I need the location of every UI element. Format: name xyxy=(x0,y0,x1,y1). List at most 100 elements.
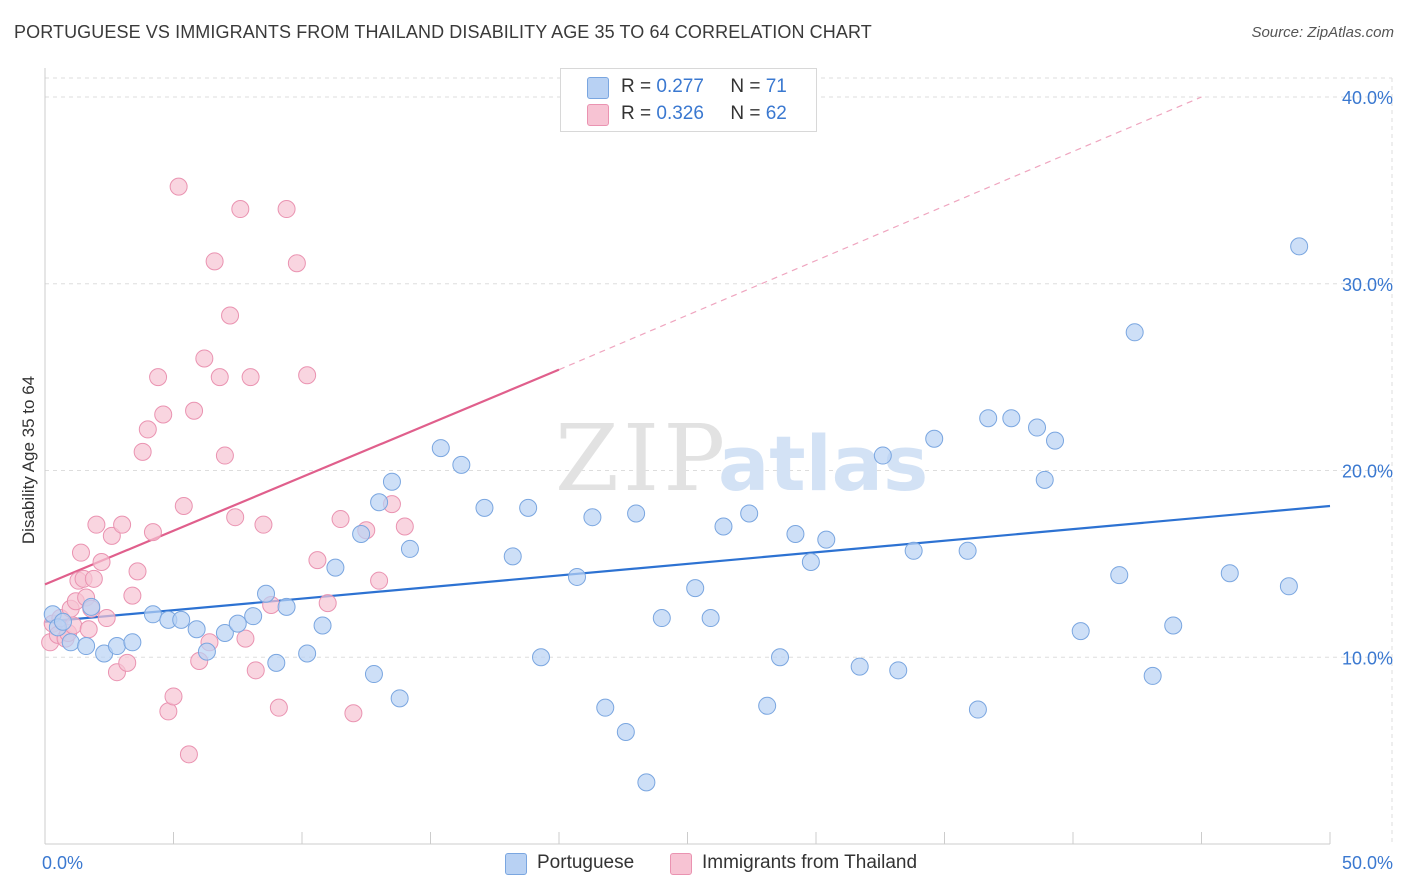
data-point-portuguese xyxy=(567,567,586,586)
data-point-portuguese xyxy=(925,429,944,448)
data-point-portuguese xyxy=(637,773,656,792)
data-point-portuguese xyxy=(215,623,234,642)
data-point-portuguese xyxy=(400,539,419,558)
y-axis-label: Disability Age 35 to 64 xyxy=(19,376,38,544)
data-point-portuguese xyxy=(596,698,615,717)
data-point-thailand xyxy=(138,420,157,439)
legend-thailand-swatch xyxy=(670,853,692,875)
y-tick-label: 10.0% xyxy=(1342,648,1393,668)
data-point-thailand xyxy=(143,523,162,542)
watermark-zip: ZIP xyxy=(555,405,729,512)
data-point-portuguese xyxy=(786,524,805,543)
data-point-portuguese xyxy=(686,579,705,598)
x-tick-label-max: 50.0% xyxy=(1342,853,1393,873)
data-point-thailand xyxy=(84,569,103,588)
data-point-portuguese xyxy=(257,584,276,603)
thailand-r-label: R = xyxy=(621,103,652,124)
data-point-portuguese xyxy=(714,517,733,536)
data-point-portuguese xyxy=(1143,666,1162,685)
data-point-portuguese xyxy=(968,700,987,719)
data-point-portuguese xyxy=(277,597,296,616)
data-point-portuguese xyxy=(1110,566,1129,585)
data-point-portuguese xyxy=(187,620,206,639)
data-point-portuguese xyxy=(1220,564,1239,583)
data-point-thailand xyxy=(241,368,260,387)
portuguese-swatch xyxy=(587,77,609,99)
data-point-thailand xyxy=(254,515,273,534)
thailand-r-value: 0.326 xyxy=(656,103,704,124)
portuguese-n-label: N = xyxy=(730,76,761,97)
thailand-swatch xyxy=(587,104,609,126)
portuguese-n-value: 71 xyxy=(765,76,787,97)
data-point-portuguese xyxy=(652,609,671,628)
chart-title: PORTUGUESE VS IMMIGRANTS FROM THAILAND D… xyxy=(14,22,872,42)
data-point-thailand xyxy=(246,661,265,680)
data-point-portuguese xyxy=(326,558,345,577)
data-point-thailand xyxy=(308,551,327,570)
data-point-thailand xyxy=(169,177,188,196)
data-point-portuguese xyxy=(616,722,635,741)
trend-lines xyxy=(44,96,1331,623)
data-point-thailand xyxy=(395,517,414,536)
data-point-thailand xyxy=(102,526,121,545)
data-point-thailand xyxy=(195,349,214,368)
trend-line-thailand-extension xyxy=(558,96,1202,371)
data-point-thailand xyxy=(318,594,337,613)
data-point-portuguese xyxy=(904,541,923,560)
data-point-portuguese xyxy=(53,612,72,631)
data-point-portuguese xyxy=(583,508,602,527)
data-point-thailand xyxy=(128,562,147,581)
data-point-portuguese xyxy=(431,439,450,458)
data-point-portuguese xyxy=(1002,409,1021,428)
data-point-thailand xyxy=(71,543,90,562)
data-point-thailand xyxy=(97,609,116,628)
data-point-portuguese xyxy=(364,665,383,684)
trend-line-thailand xyxy=(44,368,560,586)
data-point-portuguese xyxy=(1164,616,1183,635)
data-point-portuguese xyxy=(1125,323,1144,342)
trend-line-portuguese xyxy=(44,504,1331,623)
legend-thailand-label: Immigrants from Thailand xyxy=(702,852,918,873)
data-point-portuguese xyxy=(979,409,998,428)
portuguese-r-value: 0.277 xyxy=(656,76,704,97)
data-point-thailand xyxy=(205,252,224,271)
data-point-thailand xyxy=(344,704,363,723)
data-point-thailand xyxy=(298,366,317,385)
data-point-portuguese xyxy=(61,633,80,652)
data-point-portuguese xyxy=(143,605,162,624)
data-point-portuguese xyxy=(228,614,247,633)
data-point-portuguese xyxy=(382,472,401,491)
data-point-portuguese xyxy=(77,637,96,656)
data-point-portuguese xyxy=(801,553,820,572)
data-point-portuguese xyxy=(1035,470,1054,489)
data-point-portuguese xyxy=(740,504,759,523)
data-points xyxy=(41,177,1309,792)
data-point-portuguese xyxy=(298,644,317,663)
data-point-portuguese xyxy=(1279,577,1298,596)
data-point-thailand xyxy=(79,620,98,639)
data-point-portuguese xyxy=(390,689,409,708)
portuguese-r-label: R = xyxy=(621,76,652,97)
data-point-portuguese xyxy=(1046,431,1065,450)
data-point-thailand xyxy=(221,306,240,325)
data-point-thailand xyxy=(287,254,306,273)
axis-labels: 10.0% 20.0% 30.0% 40.0% 0.0% 50.0% Disability … xyxy=(19,88,1393,873)
data-point-portuguese xyxy=(82,597,101,616)
data-point-portuguese xyxy=(758,696,777,715)
data-point-thailand xyxy=(236,629,255,648)
data-point-portuguese xyxy=(958,541,977,560)
thailand-n-label: N = xyxy=(730,103,761,124)
data-point-portuguese xyxy=(1028,418,1047,437)
data-point-portuguese xyxy=(123,633,142,652)
y-tick-label: 40.0% xyxy=(1342,88,1393,108)
data-point-portuguese xyxy=(352,524,371,543)
y-tick-label: 30.0% xyxy=(1342,275,1393,295)
data-point-portuguese xyxy=(244,607,263,626)
stats-legend: R = 0.277 N = 71 R = 0.326 N = 62 xyxy=(560,68,817,132)
data-point-portuguese xyxy=(475,498,494,517)
data-point-portuguese xyxy=(701,609,720,628)
data-point-thailand xyxy=(269,698,288,717)
legend-portuguese-label: Portuguese xyxy=(537,852,635,873)
data-point-thailand xyxy=(123,586,142,605)
